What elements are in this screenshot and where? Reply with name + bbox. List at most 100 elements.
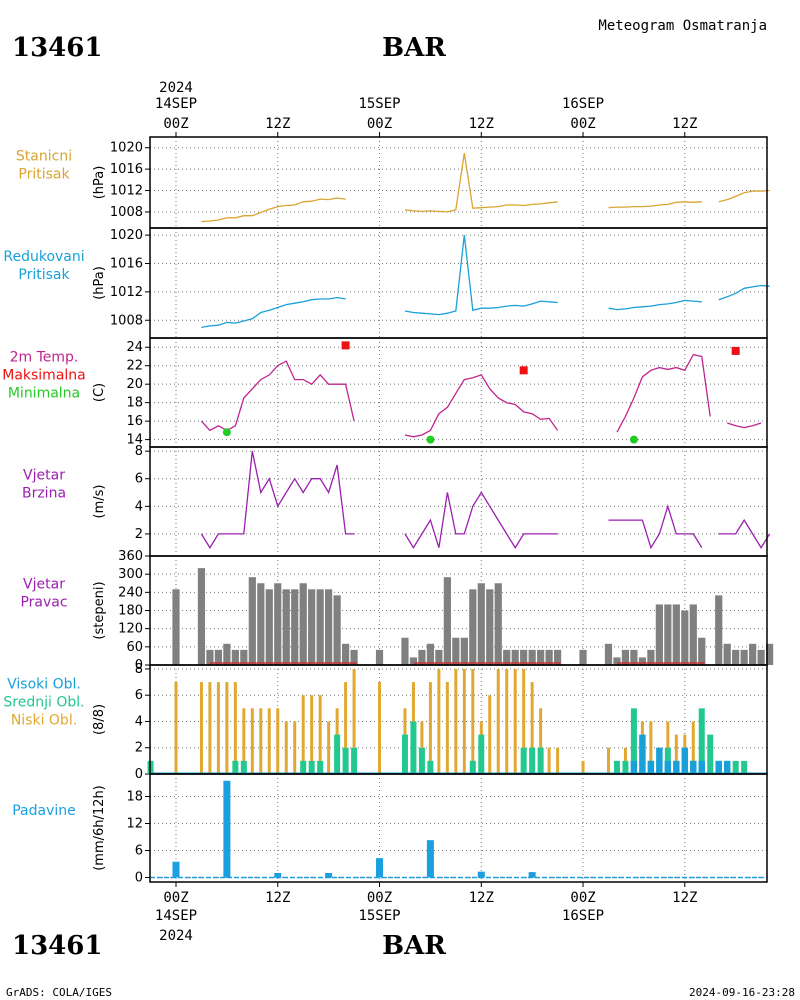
direction-bar	[494, 583, 502, 665]
tmin-marker	[629, 435, 638, 444]
side-label: Minimalna	[8, 386, 80, 402]
cloud-bar-low	[539, 708, 543, 774]
cloud-bar-low	[327, 721, 331, 774]
direction-bar	[520, 649, 528, 665]
cloud-bar-high	[639, 734, 646, 774]
wind-direction-panel: 0 60 120 180 240 300 360 (stepeni) Vjetar Pravac	[20, 549, 774, 673]
y-tick-label: 4	[135, 714, 143, 729]
cloud-bar-mid	[351, 747, 358, 774]
y-tick-label: 120	[118, 622, 143, 637]
cloud-bar-mid	[308, 760, 315, 774]
cloud-cover-panel: 0 2 4 6 8 (8/8) Visoki Obl. Srednji Obl. Niski O…	[3, 662, 768, 782]
direction-bar	[426, 643, 434, 665]
station-pressure-series-line	[718, 189, 770, 203]
direction-bar	[749, 643, 757, 665]
station-pressure-series-line	[404, 153, 558, 213]
cloud-bar-low	[649, 721, 653, 774]
temperature-frame	[149, 337, 768, 448]
side-label: Vjetar	[23, 468, 65, 484]
direction-bar	[469, 589, 477, 665]
y-tick-label: 12	[126, 817, 143, 832]
direction-bar	[299, 583, 307, 665]
cloud-bar-low	[284, 721, 288, 774]
precipitation-frame	[149, 773, 768, 883]
cloud-bar-low	[505, 668, 509, 774]
direction-bar	[316, 589, 324, 665]
y-tick-label: 22	[126, 359, 143, 374]
y-axis-label: (8/8)	[92, 704, 107, 735]
y-tick-label: 8	[135, 444, 143, 459]
cloud-bar-low	[216, 682, 220, 774]
cloud-bar-low	[496, 668, 500, 774]
y-tick-label: 0	[135, 767, 143, 782]
reduced-pressure-series-line	[608, 299, 702, 311]
cloud-bar-low	[462, 668, 466, 774]
cloud-bar-high	[630, 760, 638, 774]
bottom-hour-label: 00Z	[570, 890, 595, 906]
station-pressure-series-line	[201, 197, 346, 223]
precip-bar	[477, 871, 485, 878]
reduced-pressure-series-line	[718, 284, 770, 301]
top-year: 2024	[159, 80, 193, 96]
y-tick-label: 240	[118, 585, 143, 600]
precip-bar	[376, 858, 384, 878]
top-date-label: 14SEP	[155, 96, 197, 112]
direction-bar	[308, 589, 316, 665]
cloud-bar-mid	[622, 760, 629, 774]
y-tick-label: 1012	[110, 184, 143, 199]
cloud-bar-low	[301, 695, 305, 774]
direction-bar	[333, 595, 341, 665]
top-hour-label: 00Z	[570, 116, 595, 132]
wind-speed-series-line	[718, 518, 771, 549]
cloud-bar-mid	[469, 760, 476, 774]
direction-bar	[723, 643, 731, 665]
tmin-marker	[426, 435, 435, 444]
bottom-hour-label: 12Z	[672, 890, 697, 906]
cloud-bar-high	[647, 760, 655, 774]
precip-bar	[325, 873, 333, 878]
cloud-bar-mid	[520, 747, 527, 774]
station-pressure-panel: 1008 1012 1016 1020(hPa) Stanicni Pritisak	[16, 136, 770, 229]
cloud-bar-low	[344, 682, 348, 774]
direction-bar	[528, 649, 536, 665]
direction-bar	[223, 643, 231, 665]
wind-speed-series-line	[404, 491, 558, 549]
cloud-bar-mid	[232, 760, 239, 774]
direction-bar	[435, 649, 443, 665]
direction-bar	[537, 649, 545, 665]
top-hour-label: 00Z	[367, 116, 392, 132]
y-axis-label: (hPa)	[92, 266, 107, 300]
bottom-time-axis: 14SEP 00Z 12Z 15SEP 00Z 12Z 16SEP 00Z 12Z	[155, 882, 697, 924]
meteogram-title: Meteogram Osmatranja	[598, 18, 767, 34]
cloud-bar-mid	[427, 760, 434, 774]
y-tick-label: 24	[126, 340, 143, 355]
direction-bar	[486, 589, 494, 665]
cloud-bar-high	[681, 747, 689, 774]
direction-bar	[418, 649, 426, 665]
cloud-bar-low	[293, 721, 297, 774]
y-tick-label: 1012	[110, 285, 143, 300]
cloud-bar-mid	[741, 760, 748, 774]
cloud-bar-mid	[707, 734, 714, 774]
reduced-pressure-panel: 1008 1012 1016 1020 (hPa) Redukovani Pritisak	[3, 227, 770, 339]
station-pressure-series-line	[608, 201, 702, 209]
direction-bar	[545, 649, 553, 665]
wind-speed-frame	[149, 446, 768, 557]
cloud-bar-low	[556, 747, 560, 774]
side-label: Pritisak	[18, 167, 70, 183]
direction-bar	[375, 649, 384, 665]
direction-bar	[503, 649, 511, 665]
cloud-bar-mid	[401, 734, 408, 774]
reduced-pressure-series-line	[404, 235, 558, 316]
cloud-bar-mid	[418, 747, 425, 774]
direction-bar	[740, 649, 748, 665]
temperature-series-line	[200, 360, 355, 432]
direction-bar	[647, 649, 655, 665]
cloud-bar-low	[378, 682, 382, 774]
cloud-bar-low	[623, 747, 627, 774]
direction-bar	[214, 649, 222, 665]
top-hour-label: 12Z	[672, 116, 697, 132]
direction-bar	[621, 649, 630, 665]
reduced-pressure-series-line	[201, 296, 346, 329]
direction-bar	[282, 589, 290, 665]
